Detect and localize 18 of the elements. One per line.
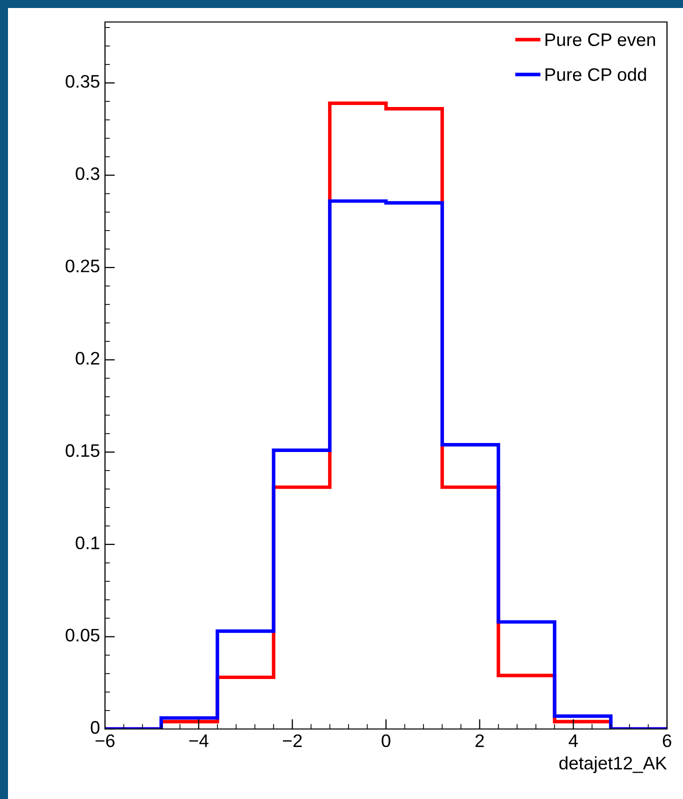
x-tick-label: −4	[189, 734, 208, 747]
x-axis-title: detajet12_AK	[559, 756, 667, 774]
x-tick-label: −2	[282, 734, 302, 747]
x-tick-label: 0	[382, 734, 390, 748]
legend-label: Pure CP even	[546, 33, 655, 46]
y-tick-label: 0	[90, 721, 100, 734]
y-tick-label: 0.15	[66, 444, 100, 457]
y-tick-label: 0.05	[66, 628, 100, 642]
y-tick-label: 0.1	[76, 536, 100, 550]
x-tick-label: 6	[662, 734, 672, 748]
x-tick-label: 2	[476, 734, 484, 747]
y-tick-label: 0.25	[66, 260, 100, 272]
x-tick-label: 4	[568, 734, 578, 747]
x-tick-label: −6	[96, 734, 114, 748]
y-tick-label: 0.2	[76, 352, 100, 365]
legend-label: Pure CP odd	[546, 68, 646, 81]
y-tick-label: 0.35	[66, 74, 100, 88]
y-tick-label: 0.3	[76, 167, 100, 180]
